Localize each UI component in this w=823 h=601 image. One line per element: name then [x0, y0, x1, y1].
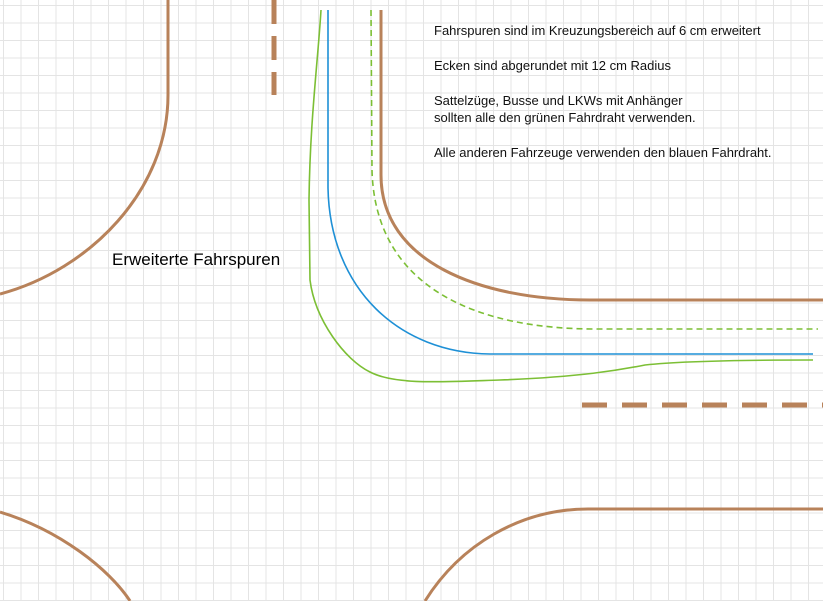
road-edge-bottom-left	[0, 510, 132, 601]
blue-wire	[327, 10, 813, 355]
green-wire-dashed	[370, 9, 818, 330]
note-trucks-line2: sollten alle den grünen Fahrdraht verwen…	[434, 110, 696, 125]
note-corner-radius: Ecken sind abgerundet mit 12 cm Radius	[434, 58, 672, 73]
diagram-label: Erweiterte Fahrspuren	[112, 250, 281, 269]
note-lane-width: Fahrspuren sind im Kreuzungsbereich auf …	[434, 23, 761, 38]
note-other-vehicles: Alle anderen Fahrzeuge verwenden den bla…	[434, 145, 772, 160]
green-wire	[308, 9, 814, 383]
road-edge-top-left	[0, 0, 170, 296]
note-trucks-line1: Sattelzüge, Busse und LKWs mit Anhänger	[434, 93, 683, 108]
road-edge-top-right	[379, 10, 823, 302]
road-edge-bottom-right	[423, 507, 823, 601]
